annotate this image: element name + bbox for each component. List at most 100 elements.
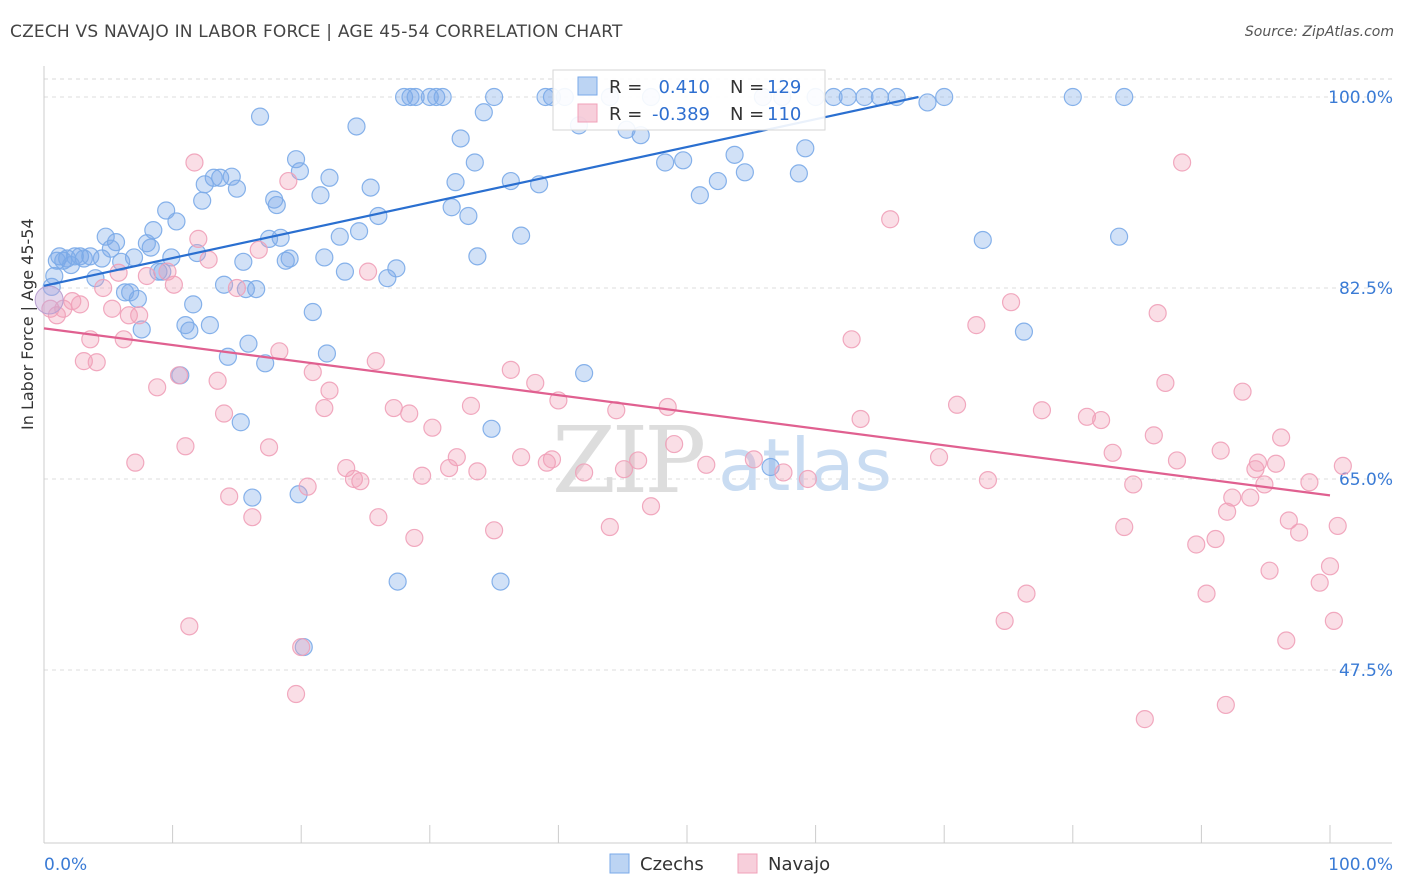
data-point xyxy=(119,306,138,325)
data-point xyxy=(1063,87,1082,107)
data-point xyxy=(474,103,493,122)
data-point xyxy=(1260,561,1279,580)
data-point xyxy=(200,316,219,335)
n-label: N = xyxy=(730,104,764,125)
data-point xyxy=(1173,153,1192,172)
data-point xyxy=(195,175,214,194)
data-point xyxy=(47,306,66,325)
r-value: 0.410 xyxy=(658,77,710,98)
data-point xyxy=(1032,401,1052,420)
data-point xyxy=(1320,557,1340,576)
r-label: R = xyxy=(609,104,642,125)
y-tick-label: 47.5% xyxy=(1339,661,1393,681)
data-point xyxy=(708,171,727,191)
data-point xyxy=(208,371,227,390)
data-point xyxy=(280,249,299,268)
data-point xyxy=(1272,428,1291,447)
data-point xyxy=(400,404,419,423)
data-point xyxy=(366,352,385,371)
data-point xyxy=(1115,87,1134,107)
data-point xyxy=(384,398,403,418)
data-point xyxy=(491,572,510,591)
data-point xyxy=(94,278,113,298)
data-point xyxy=(358,262,378,281)
data-point xyxy=(180,617,199,636)
series-czechs xyxy=(42,87,1134,657)
data-point xyxy=(227,278,246,298)
data-point xyxy=(303,302,322,322)
data-point xyxy=(1135,710,1154,729)
data-point xyxy=(744,450,763,469)
data-point xyxy=(184,295,203,314)
data-point xyxy=(185,153,204,172)
y-tick-label: 82.5% xyxy=(1339,279,1393,299)
data-point xyxy=(658,397,677,417)
n-value: 129 xyxy=(767,77,801,98)
data-point xyxy=(199,250,218,269)
data-point xyxy=(1310,573,1329,592)
data-point xyxy=(249,240,268,259)
data-point xyxy=(243,488,262,507)
data-point xyxy=(347,117,366,136)
n-label: N = xyxy=(730,77,764,98)
data-point xyxy=(468,247,487,266)
data-point xyxy=(798,469,817,489)
data-point xyxy=(124,248,144,267)
data-point xyxy=(1279,511,1298,530)
data-point xyxy=(855,87,874,107)
data-point xyxy=(103,299,122,318)
data-point xyxy=(167,212,186,231)
data-point xyxy=(881,210,900,229)
data-point xyxy=(1187,535,1206,554)
data-point xyxy=(537,453,556,472)
data-point xyxy=(126,453,145,472)
data-point xyxy=(1156,373,1175,393)
data-point xyxy=(141,238,160,257)
data-point xyxy=(227,179,246,198)
data-point xyxy=(1290,523,1309,542)
data-point xyxy=(96,227,115,246)
data-point xyxy=(351,472,370,491)
data-point xyxy=(918,93,937,112)
data-point xyxy=(1216,695,1235,715)
data-point xyxy=(128,289,147,309)
data-point xyxy=(388,572,407,591)
data-point xyxy=(148,378,167,397)
watermark: ZIP atlas xyxy=(552,407,892,514)
data-point xyxy=(74,352,93,371)
data-point xyxy=(320,381,339,400)
data-point xyxy=(387,259,406,278)
data-point xyxy=(250,107,270,126)
data-point xyxy=(542,450,562,469)
data-point xyxy=(189,229,208,248)
data-point xyxy=(512,226,531,245)
data-point xyxy=(243,508,262,527)
data-point xyxy=(286,150,306,169)
data-point xyxy=(298,477,317,496)
y-tick-label: 100.0% xyxy=(1328,88,1393,108)
data-point xyxy=(81,247,100,266)
data-point xyxy=(735,163,754,182)
data-point xyxy=(158,262,177,281)
data-point xyxy=(137,266,156,286)
data-point xyxy=(461,396,481,415)
data-point xyxy=(842,330,861,349)
data-point xyxy=(220,487,239,506)
data-point xyxy=(412,466,432,485)
data-point xyxy=(405,528,424,548)
data-point xyxy=(222,167,241,186)
data-point xyxy=(420,87,439,107)
data-point xyxy=(433,87,452,107)
data-point xyxy=(361,178,380,197)
data-point xyxy=(674,151,693,170)
data-point xyxy=(369,508,388,527)
data-point-cluster xyxy=(34,285,64,315)
data-point xyxy=(176,437,195,456)
data-point xyxy=(320,168,339,187)
data-point xyxy=(575,364,594,383)
data-point xyxy=(256,354,275,373)
data-point xyxy=(526,373,545,393)
data-point xyxy=(1206,529,1225,549)
data-point xyxy=(286,684,306,704)
